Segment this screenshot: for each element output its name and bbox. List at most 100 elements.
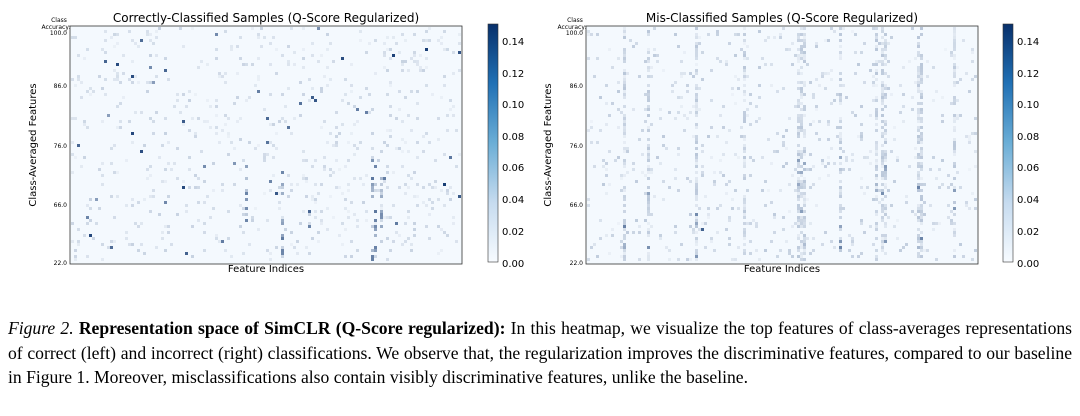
heatmap-cell: [395, 42, 398, 45]
heatmap-cell: [113, 78, 116, 81]
heatmap-cell: [953, 114, 956, 117]
heatmap-cell: [695, 159, 698, 162]
heatmap-cell: [221, 183, 224, 186]
heatmap-cell: [881, 72, 884, 75]
heatmap-cell: [407, 237, 410, 240]
heatmap-cell: [881, 90, 884, 93]
heatmap-cell: [920, 195, 923, 198]
heatmap-cell: [647, 150, 650, 153]
heatmap-cell: [419, 66, 422, 69]
heatmap-cell: [779, 36, 782, 39]
heatmap-cell: [644, 192, 647, 195]
heatmap-cell: [800, 150, 803, 153]
heatmap-cell: [758, 96, 761, 99]
heatmap-cell: [305, 177, 308, 180]
heatmap-cell: [785, 129, 788, 132]
heatmap-cell: [161, 237, 164, 240]
heatmap-cell: [446, 48, 449, 51]
heatmap-cell: [737, 246, 740, 249]
heatmap-cell: [935, 258, 938, 261]
heatmap-cell: [722, 105, 725, 108]
heatmap-cell: [338, 234, 341, 237]
heatmap-cell: [176, 93, 179, 96]
heatmap-cell: [917, 36, 920, 39]
heatmap-cell: [422, 201, 425, 204]
heatmap-cell: [290, 189, 293, 192]
heatmap-cell: [701, 171, 704, 174]
heatmap-cell: [647, 252, 650, 255]
heatmap-cell: [92, 90, 95, 93]
heatmap-cell: [245, 63, 248, 66]
heatmap-cell: [233, 162, 236, 165]
heatmap-cell: [428, 39, 431, 42]
heatmap-cell: [797, 207, 800, 210]
heatmap-cell: [881, 87, 884, 90]
heatmap-cell: [401, 60, 404, 63]
heatmap-cell: [80, 165, 83, 168]
heatmap-cell: [329, 132, 332, 135]
heatmap-cell: [797, 114, 800, 117]
heatmap-cell: [839, 39, 842, 42]
heatmap-cell: [923, 183, 926, 186]
heatmap-cell: [176, 147, 179, 150]
heatmap-cell: [755, 249, 758, 252]
heatmap-cell: [335, 159, 338, 162]
heatmap-cell: [632, 168, 635, 171]
heatmap-cell: [182, 123, 185, 126]
heatmap-cell: [428, 237, 431, 240]
ytick-label: 86.0: [54, 83, 68, 90]
heatmap-cell: [833, 99, 836, 102]
heatmap-cell: [884, 63, 887, 66]
heatmap-cell: [332, 171, 335, 174]
heatmap-cell: [620, 111, 623, 114]
heatmap-cell: [623, 225, 626, 228]
heatmap-cell: [968, 135, 971, 138]
heatmap-cell: [758, 30, 761, 33]
heatmap-cell: [698, 207, 701, 210]
heatmap-cell: [242, 63, 245, 66]
heatmap-cell: [368, 42, 371, 45]
heatmap-cell: [104, 51, 107, 54]
heatmap-cell: [920, 207, 923, 210]
heatmap-cell: [773, 36, 776, 39]
heatmap-cell: [797, 72, 800, 75]
heatmap-cell: [437, 138, 440, 141]
heatmap-cell: [803, 60, 806, 63]
heatmap-cell: [872, 63, 875, 66]
heatmap-cell: [797, 198, 800, 201]
heatmap-cell: [956, 99, 959, 102]
heatmap-cell: [407, 186, 410, 189]
heatmap-cell: [875, 162, 878, 165]
heatmap-cell: [743, 165, 746, 168]
heatmap-cell: [647, 99, 650, 102]
heatmap-cell: [293, 51, 296, 54]
heatmap-cell: [881, 60, 884, 63]
heatmap-cell: [326, 84, 329, 87]
heatmap-cell: [791, 174, 794, 177]
heatmap-cell: [725, 141, 728, 144]
heatmap-cell: [803, 42, 806, 45]
heatmap-cell: [800, 117, 803, 120]
heatmap-cell: [839, 243, 842, 246]
heatmap-cell: [953, 39, 956, 42]
heatmap-cell: [800, 183, 803, 186]
heatmap-cell: [386, 258, 389, 261]
heatmap-cell: [380, 210, 383, 213]
heatmap-cell: [824, 165, 827, 168]
heatmap-cell: [680, 105, 683, 108]
heatmap-cell: [776, 255, 779, 258]
heatmap-cell: [809, 252, 812, 255]
ytick-label: 76.0: [54, 143, 68, 150]
heatmap-cell: [71, 171, 74, 174]
heatmap-cell: [272, 123, 275, 126]
heatmap-cell: [623, 126, 626, 129]
heatmap-cell: [245, 192, 248, 195]
heatmap-cell: [410, 177, 413, 180]
heatmap-cell: [653, 195, 656, 198]
heatmap-cell: [953, 138, 956, 141]
heatmap-cell: [341, 99, 344, 102]
heatmap-cell: [920, 90, 923, 93]
heatmap-cell: [737, 156, 740, 159]
heatmap-cell: [623, 27, 626, 30]
corner-label-accuracy: Accuracy:: [558, 24, 587, 31]
